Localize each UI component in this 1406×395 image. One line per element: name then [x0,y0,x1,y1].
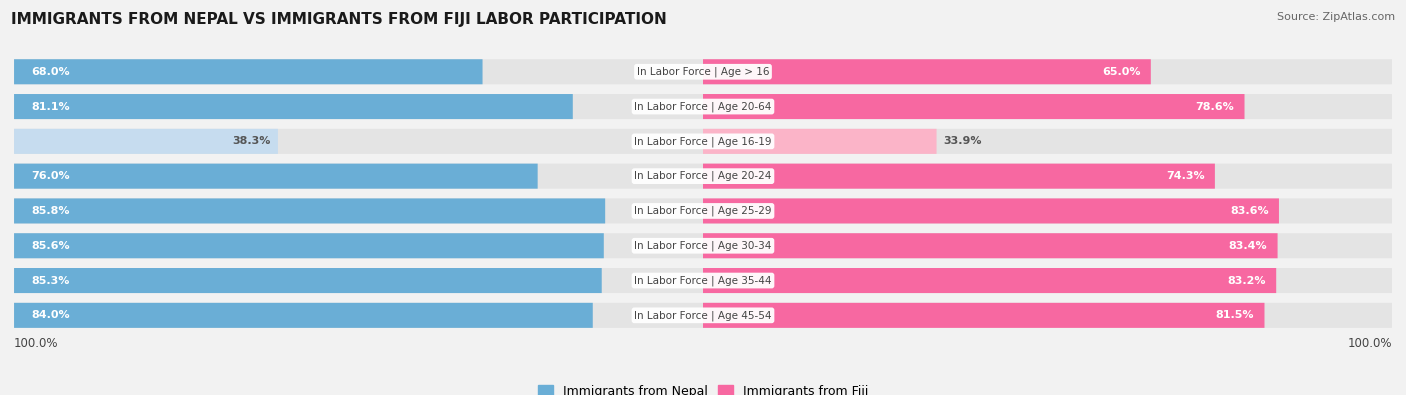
FancyBboxPatch shape [703,303,1264,328]
FancyBboxPatch shape [703,198,1279,224]
Text: 81.5%: 81.5% [1216,310,1254,320]
FancyBboxPatch shape [703,129,936,154]
FancyBboxPatch shape [14,164,1392,189]
Text: 65.0%: 65.0% [1102,67,1140,77]
Text: 83.6%: 83.6% [1230,206,1268,216]
FancyBboxPatch shape [14,198,1392,224]
Text: 100.0%: 100.0% [1347,337,1392,350]
Text: 38.3%: 38.3% [232,136,271,147]
Text: 76.0%: 76.0% [31,171,70,181]
Text: 100.0%: 100.0% [14,337,59,350]
FancyBboxPatch shape [14,303,593,328]
FancyBboxPatch shape [14,268,602,293]
Text: 68.0%: 68.0% [31,67,70,77]
Text: 85.8%: 85.8% [31,206,70,216]
FancyBboxPatch shape [14,59,1392,84]
FancyBboxPatch shape [14,94,1392,119]
Text: 74.3%: 74.3% [1166,171,1205,181]
FancyBboxPatch shape [14,233,603,258]
FancyBboxPatch shape [703,233,1278,258]
Text: 85.6%: 85.6% [31,241,70,251]
FancyBboxPatch shape [14,233,1392,258]
FancyBboxPatch shape [703,268,1277,293]
Text: In Labor Force | Age 45-54: In Labor Force | Age 45-54 [634,310,772,321]
FancyBboxPatch shape [14,303,1392,328]
FancyBboxPatch shape [14,198,605,224]
Text: In Labor Force | Age 25-29: In Labor Force | Age 25-29 [634,206,772,216]
Text: 78.6%: 78.6% [1195,102,1234,111]
Text: 85.3%: 85.3% [31,276,70,286]
Text: In Labor Force | Age 30-34: In Labor Force | Age 30-34 [634,241,772,251]
Text: In Labor Force | Age 35-44: In Labor Force | Age 35-44 [634,275,772,286]
Text: In Labor Force | Age 20-64: In Labor Force | Age 20-64 [634,101,772,112]
Text: In Labor Force | Age > 16: In Labor Force | Age > 16 [637,66,769,77]
Legend: Immigrants from Nepal, Immigrants from Fiji: Immigrants from Nepal, Immigrants from F… [538,385,868,395]
Text: 84.0%: 84.0% [31,310,70,320]
FancyBboxPatch shape [14,59,482,84]
FancyBboxPatch shape [14,94,572,119]
FancyBboxPatch shape [14,164,537,189]
FancyBboxPatch shape [703,59,1152,84]
FancyBboxPatch shape [703,94,1244,119]
Text: 81.1%: 81.1% [31,102,70,111]
FancyBboxPatch shape [14,129,1392,154]
Text: In Labor Force | Age 20-24: In Labor Force | Age 20-24 [634,171,772,181]
FancyBboxPatch shape [14,268,1392,293]
Text: In Labor Force | Age 16-19: In Labor Force | Age 16-19 [634,136,772,147]
Text: 33.9%: 33.9% [943,136,981,147]
Text: IMMIGRANTS FROM NEPAL VS IMMIGRANTS FROM FIJI LABOR PARTICIPATION: IMMIGRANTS FROM NEPAL VS IMMIGRANTS FROM… [11,12,666,27]
Text: 83.4%: 83.4% [1229,241,1267,251]
Text: 83.2%: 83.2% [1227,276,1265,286]
FancyBboxPatch shape [703,164,1215,189]
Text: Source: ZipAtlas.com: Source: ZipAtlas.com [1277,12,1395,22]
FancyBboxPatch shape [14,129,278,154]
